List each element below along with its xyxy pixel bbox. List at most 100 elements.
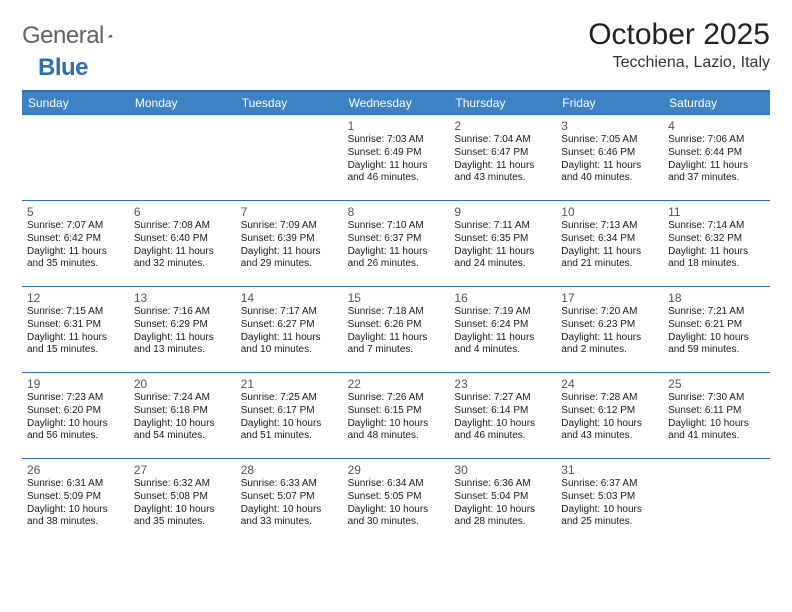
- day-cell: 3Sunrise: 7:05 AMSunset: 6:46 PMDaylight…: [556, 114, 663, 200]
- empty-cell: [236, 114, 343, 200]
- day-number: 17: [561, 291, 658, 305]
- day-cell: 8Sunrise: 7:10 AMSunset: 6:37 PMDaylight…: [343, 200, 450, 286]
- empty-cell: [663, 458, 770, 544]
- day-cell: 24Sunrise: 7:28 AMSunset: 6:12 PMDayligh…: [556, 372, 663, 458]
- day-info: Sunrise: 7:25 AMSunset: 6:17 PMDaylight:…: [241, 392, 338, 443]
- calendar-grid: SundayMondayTuesdayWednesdayThursdayFrid…: [22, 90, 770, 544]
- day-number: 25: [668, 377, 765, 391]
- day-number: 28: [241, 463, 338, 477]
- day-number: 16: [454, 291, 551, 305]
- day-info: Sunrise: 6:36 AMSunset: 5:04 PMDaylight:…: [454, 478, 551, 529]
- day-cell: 9Sunrise: 7:11 AMSunset: 6:35 PMDaylight…: [449, 200, 556, 286]
- day-number: 9: [454, 205, 551, 219]
- day-info: Sunrise: 6:32 AMSunset: 5:08 PMDaylight:…: [134, 478, 231, 529]
- day-number: 21: [241, 377, 338, 391]
- day-cell: 15Sunrise: 7:18 AMSunset: 6:26 PMDayligh…: [343, 286, 450, 372]
- day-number: 31: [561, 463, 658, 477]
- brand-triangle-icon: [108, 27, 113, 45]
- day-info: Sunrise: 7:18 AMSunset: 6:26 PMDaylight:…: [348, 306, 445, 357]
- day-cell: 13Sunrise: 7:16 AMSunset: 6:29 PMDayligh…: [129, 286, 236, 372]
- day-info: Sunrise: 7:15 AMSunset: 6:31 PMDaylight:…: [27, 306, 124, 357]
- day-number: 7: [241, 205, 338, 219]
- day-cell: 21Sunrise: 7:25 AMSunset: 6:17 PMDayligh…: [236, 372, 343, 458]
- day-cell: 28Sunrise: 6:33 AMSunset: 5:07 PMDayligh…: [236, 458, 343, 544]
- day-info: Sunrise: 7:17 AMSunset: 6:27 PMDaylight:…: [241, 306, 338, 357]
- day-cell: 16Sunrise: 7:19 AMSunset: 6:24 PMDayligh…: [449, 286, 556, 372]
- day-info: Sunrise: 7:05 AMSunset: 6:46 PMDaylight:…: [561, 134, 658, 185]
- day-number: 1: [348, 119, 445, 133]
- day-number: 10: [561, 205, 658, 219]
- day-info: Sunrise: 7:26 AMSunset: 6:15 PMDaylight:…: [348, 392, 445, 443]
- day-cell: 27Sunrise: 6:32 AMSunset: 5:08 PMDayligh…: [129, 458, 236, 544]
- day-number: 29: [348, 463, 445, 477]
- month-title: October 2025: [588, 18, 770, 52]
- day-number: 15: [348, 291, 445, 305]
- day-info: Sunrise: 7:23 AMSunset: 6:20 PMDaylight:…: [27, 392, 124, 443]
- day-number: 12: [27, 291, 124, 305]
- day-header: Friday: [556, 92, 663, 114]
- day-number: 11: [668, 205, 765, 219]
- empty-cell: [129, 114, 236, 200]
- day-header: Saturday: [663, 92, 770, 114]
- day-info: Sunrise: 7:19 AMSunset: 6:24 PMDaylight:…: [454, 306, 551, 357]
- day-number: 8: [348, 205, 445, 219]
- day-number: 30: [454, 463, 551, 477]
- day-number: 24: [561, 377, 658, 391]
- title-block: October 2025 Tecchiena, Lazio, Italy: [588, 18, 770, 72]
- day-cell: 25Sunrise: 7:30 AMSunset: 6:11 PMDayligh…: [663, 372, 770, 458]
- day-number: 27: [134, 463, 231, 477]
- day-number: 13: [134, 291, 231, 305]
- day-info: Sunrise: 7:30 AMSunset: 6:11 PMDaylight:…: [668, 392, 765, 443]
- day-info: Sunrise: 6:33 AMSunset: 5:07 PMDaylight:…: [241, 478, 338, 529]
- empty-cell: [22, 114, 129, 200]
- day-info: Sunrise: 7:07 AMSunset: 6:42 PMDaylight:…: [27, 220, 124, 271]
- day-cell: 2Sunrise: 7:04 AMSunset: 6:47 PMDaylight…: [449, 114, 556, 200]
- day-info: Sunrise: 7:24 AMSunset: 6:18 PMDaylight:…: [134, 392, 231, 443]
- day-number: 3: [561, 119, 658, 133]
- day-info: Sunrise: 7:03 AMSunset: 6:49 PMDaylight:…: [348, 134, 445, 185]
- day-number: 19: [27, 377, 124, 391]
- day-cell: 14Sunrise: 7:17 AMSunset: 6:27 PMDayligh…: [236, 286, 343, 372]
- brand-part2: Blue: [38, 54, 88, 82]
- day-info: Sunrise: 7:27 AMSunset: 6:14 PMDaylight:…: [454, 392, 551, 443]
- day-cell: 19Sunrise: 7:23 AMSunset: 6:20 PMDayligh…: [22, 372, 129, 458]
- day-info: Sunrise: 6:31 AMSunset: 5:09 PMDaylight:…: [27, 478, 124, 529]
- day-cell: 11Sunrise: 7:14 AMSunset: 6:32 PMDayligh…: [663, 200, 770, 286]
- day-cell: 7Sunrise: 7:09 AMSunset: 6:39 PMDaylight…: [236, 200, 343, 286]
- day-info: Sunrise: 7:13 AMSunset: 6:34 PMDaylight:…: [561, 220, 658, 271]
- day-cell: 4Sunrise: 7:06 AMSunset: 6:44 PMDaylight…: [663, 114, 770, 200]
- day-info: Sunrise: 7:11 AMSunset: 6:35 PMDaylight:…: [454, 220, 551, 271]
- day-info: Sunrise: 7:16 AMSunset: 6:29 PMDaylight:…: [134, 306, 231, 357]
- day-number: 20: [134, 377, 231, 391]
- day-info: Sunrise: 7:21 AMSunset: 6:21 PMDaylight:…: [668, 306, 765, 357]
- day-number: 26: [27, 463, 124, 477]
- day-cell: 20Sunrise: 7:24 AMSunset: 6:18 PMDayligh…: [129, 372, 236, 458]
- day-number: 6: [134, 205, 231, 219]
- day-number: 2: [454, 119, 551, 133]
- day-info: Sunrise: 7:20 AMSunset: 6:23 PMDaylight:…: [561, 306, 658, 357]
- day-info: Sunrise: 7:08 AMSunset: 6:40 PMDaylight:…: [134, 220, 231, 271]
- day-info: Sunrise: 7:04 AMSunset: 6:47 PMDaylight:…: [454, 134, 551, 185]
- day-header: Monday: [129, 92, 236, 114]
- day-cell: 10Sunrise: 7:13 AMSunset: 6:34 PMDayligh…: [556, 200, 663, 286]
- day-cell: 30Sunrise: 6:36 AMSunset: 5:04 PMDayligh…: [449, 458, 556, 544]
- day-number: 23: [454, 377, 551, 391]
- day-cell: 29Sunrise: 6:34 AMSunset: 5:05 PMDayligh…: [343, 458, 450, 544]
- day-number: 14: [241, 291, 338, 305]
- day-header: Wednesday: [343, 92, 450, 114]
- day-number: 18: [668, 291, 765, 305]
- day-info: Sunrise: 7:28 AMSunset: 6:12 PMDaylight:…: [561, 392, 658, 443]
- day-cell: 6Sunrise: 7:08 AMSunset: 6:40 PMDaylight…: [129, 200, 236, 286]
- day-cell: 31Sunrise: 6:37 AMSunset: 5:03 PMDayligh…: [556, 458, 663, 544]
- day-cell: 5Sunrise: 7:07 AMSunset: 6:42 PMDaylight…: [22, 200, 129, 286]
- day-number: 5: [27, 205, 124, 219]
- day-info: Sunrise: 7:10 AMSunset: 6:37 PMDaylight:…: [348, 220, 445, 271]
- location-text: Tecchiena, Lazio, Italy: [588, 54, 770, 72]
- day-info: Sunrise: 7:06 AMSunset: 6:44 PMDaylight:…: [668, 134, 765, 185]
- brand-logo: General: [22, 18, 136, 50]
- day-number: 22: [348, 377, 445, 391]
- day-header: Tuesday: [236, 92, 343, 114]
- day-info: Sunrise: 7:14 AMSunset: 6:32 PMDaylight:…: [668, 220, 765, 271]
- day-info: Sunrise: 6:37 AMSunset: 5:03 PMDaylight:…: [561, 478, 658, 529]
- day-cell: 18Sunrise: 7:21 AMSunset: 6:21 PMDayligh…: [663, 286, 770, 372]
